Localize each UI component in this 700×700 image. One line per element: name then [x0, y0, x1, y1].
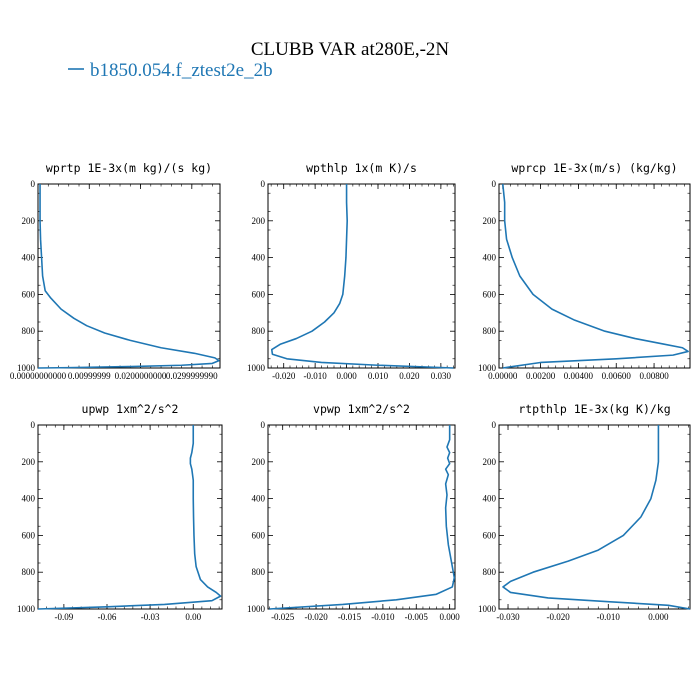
panel-title: wprcp 1E-3x(m/s) (kg/kg) — [511, 161, 677, 175]
panel-4: upwp 1xm^2/s^2 0 200 400 600 800 1000 -0.09 -0.0… — [17, 402, 223, 622]
y-tick-label: 0 — [492, 179, 497, 189]
panel-title: wpthlp 1x(m K)/s — [306, 161, 417, 175]
y-tick-label: 1000 — [17, 604, 36, 614]
x-tick-label: 0.030 — [431, 371, 452, 381]
y-tick-label: 600 — [22, 289, 36, 299]
x-tick-label: 0.00000000000 — [10, 371, 67, 381]
x-tick-label: 0.000 — [440, 612, 461, 622]
y-tick-label: 1000 — [247, 604, 266, 614]
panel-3: wprcp 1E-3x(m/s) (kg/kg) 0 200 400 600 800 100… — [478, 161, 691, 381]
panel-title: wprtp 1E-3x(m kg)/(s kg) — [46, 161, 212, 175]
y-tick-label: 400 — [22, 253, 36, 263]
panel-2: wpthlp 1x(m K)/s 0 200 400 600 800 1000 -0.020-… — [247, 161, 456, 381]
figure-title: CLUBB VAR at280E,-2N — [251, 39, 450, 60]
x-tick-label: -0.030 — [496, 612, 520, 622]
y-tick-label: 1000 — [478, 604, 497, 614]
y-tick-label: 800 — [252, 567, 266, 577]
plot-frame — [37, 183, 221, 369]
series-line-1 — [269, 425, 456, 610]
x-tick-label: 0.0200000000 — [115, 371, 167, 381]
x-tick-label: -0.03 — [141, 612, 160, 622]
panels: wprtp 1E-3x(m kg)/(s kg) 0 200 400 600 800 100… — [10, 161, 691, 622]
y-tick-label: 200 — [22, 457, 36, 467]
y-tick-label: 400 — [252, 494, 266, 504]
x-tick-label: -0.010 — [371, 612, 395, 622]
y-tick-label: 0 — [31, 420, 36, 430]
y-tick-label: 400 — [483, 494, 497, 504]
x-tick-label: -0.015 — [338, 612, 362, 622]
y-tick-label: 0 — [261, 179, 266, 189]
x-tick-label: -0.010 — [304, 371, 328, 381]
y-tick-label: 800 — [252, 326, 266, 336]
series-line-1 — [502, 425, 691, 610]
y-tick-label: 400 — [252, 253, 266, 263]
legend-label: b1850.054.f_ztest2e_2b — [90, 60, 273, 81]
x-tick-label: 0.00400 — [564, 371, 594, 381]
panel-5: vpwp 1xm^2/s^2 0 200 400 600 800 1000 -0.025 -0.… — [247, 402, 460, 622]
y-tick-label: 200 — [483, 457, 497, 467]
x-tick-label: -0.010 — [597, 612, 621, 622]
series-line-1 — [501, 183, 689, 369]
x-tick-label: 0.00800 — [639, 371, 669, 381]
y-tick-label: 800 — [22, 567, 36, 577]
panel-1: wprtp 1E-3x(m kg)/(s kg) 0 200 400 600 800 100… — [10, 161, 221, 381]
x-tick-label: -0.020 — [547, 612, 571, 622]
y-tick-label: 400 — [22, 494, 36, 504]
x-tick-label: 0.00000 — [488, 371, 518, 381]
y-tick-label: 800 — [22, 326, 36, 336]
x-tick-label: -0.020 — [272, 371, 296, 381]
x-tick-label: 0.00 — [185, 612, 201, 622]
y-tick-label: 800 — [483, 567, 497, 577]
panel-6: rtpthlp 1E-3x(kg K)/kg02004006008001000-… — [478, 402, 691, 622]
x-tick-label: 0.00999999 — [68, 371, 111, 381]
y-tick-label: 600 — [252, 530, 266, 540]
panel-title: rtpthlp 1E-3x(kg K)/kg — [518, 402, 670, 416]
series-line-1 — [37, 425, 222, 610]
y-tick-label: 600 — [22, 530, 36, 540]
y-tick-label: 0 — [492, 420, 497, 430]
x-tick-label: -0.025 — [271, 612, 295, 622]
x-tick-label: 0.000 — [336, 371, 357, 381]
y-tick-label: 600 — [483, 530, 497, 540]
series-line-1 — [270, 184, 454, 369]
y-tick-label: 600 — [483, 289, 497, 299]
y-tick-label: 0 — [31, 179, 36, 189]
plot-frame — [498, 183, 691, 369]
plot-frame — [267, 424, 456, 610]
x-tick-label: -0.06 — [98, 612, 117, 622]
y-tick-label: 200 — [22, 216, 36, 226]
x-tick-label: 0.000 — [648, 612, 669, 622]
y-tick-label: 200 — [252, 216, 266, 226]
x-tick-label: -0.09 — [55, 612, 74, 622]
panel-title: vpwp 1xm^2/s^2 — [313, 402, 410, 416]
plot-frame — [498, 424, 691, 610]
x-tick-label: -0.020 — [304, 612, 328, 622]
x-tick-label: 0.010 — [368, 371, 389, 381]
y-tick-label: 1000 — [17, 363, 36, 373]
legend: b1850.054.f_ztest2e_2b — [68, 60, 273, 81]
x-tick-label: 0.020 — [399, 371, 420, 381]
y-tick-label: 200 — [483, 216, 497, 226]
panel-title: upwp 1xm^2/s^2 — [82, 402, 179, 416]
y-tick-label: 0 — [261, 420, 266, 430]
plot-frame — [267, 183, 456, 369]
y-tick-label: 200 — [252, 457, 266, 467]
x-tick-label: 0.0299999990 — [166, 371, 218, 381]
plot-frame — [37, 424, 223, 610]
y-tick-label: 1000 — [247, 363, 266, 373]
y-tick-label: 800 — [483, 326, 497, 336]
series-line-1 — [37, 184, 220, 369]
x-tick-label: -0.005 — [405, 612, 429, 622]
x-tick-label: 0.00200 — [526, 371, 556, 381]
y-tick-label: 600 — [252, 289, 266, 299]
y-tick-label: 400 — [483, 253, 497, 263]
x-tick-label: 0.00600 — [602, 371, 632, 381]
y-tick-label: 1000 — [478, 363, 497, 373]
